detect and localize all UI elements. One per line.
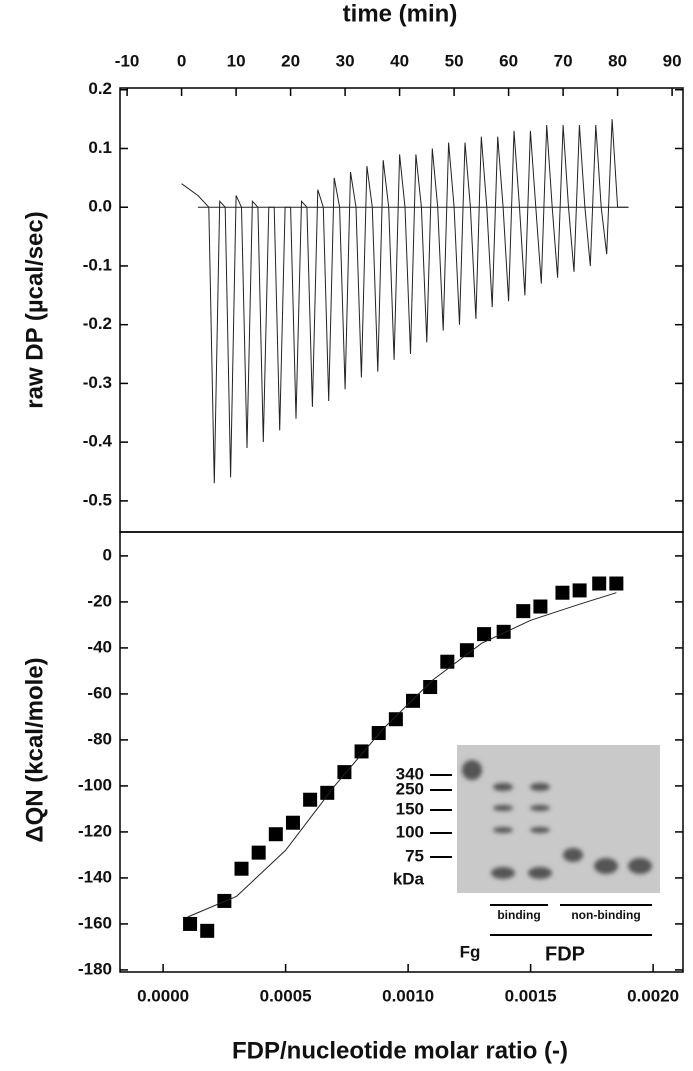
data-point — [234, 861, 249, 876]
plot-frame — [119, 87, 684, 533]
data-point — [477, 627, 492, 642]
y-tick-label: -0.5 — [83, 490, 112, 509]
data-point — [337, 765, 352, 780]
data-point — [354, 744, 369, 759]
fdp-label: FDP — [545, 943, 585, 965]
lane-label: binding — [497, 908, 540, 922]
data-line — [181, 119, 629, 484]
data-point — [200, 923, 215, 938]
data-point — [496, 624, 511, 639]
data-point — [592, 576, 607, 591]
y-tick-label: -80 — [87, 729, 112, 748]
data-point — [572, 583, 587, 598]
marker-label: 150 — [396, 799, 424, 818]
y-tick-label: -0.1 — [83, 255, 112, 274]
data-point — [268, 827, 283, 842]
data-point — [516, 604, 531, 619]
x-tick-label: 0.0000 — [137, 986, 189, 1005]
marker-label: 250 — [396, 779, 424, 798]
x-tick-label: 0 — [177, 51, 186, 70]
y-tick-label: -180 — [78, 959, 112, 978]
y-tick-label: 0.1 — [88, 138, 112, 157]
y-tick-label: -0.2 — [83, 314, 112, 333]
data-point — [609, 576, 624, 591]
y-tick-label: -140 — [78, 867, 112, 886]
lane-label: non-binding — [571, 908, 640, 922]
x-tick-label: 0.0020 — [627, 986, 679, 1005]
data-point — [285, 815, 300, 830]
unit-label: kDa — [393, 869, 425, 888]
y-tick-label: -0.3 — [83, 373, 112, 392]
data-point — [459, 643, 474, 658]
x-tick-label: 40 — [390, 51, 409, 70]
data-line — [187, 592, 617, 918]
x-tick-label: 20 — [281, 51, 300, 70]
y-tick-label: -60 — [87, 683, 112, 702]
x-tick-label: 0.0010 — [382, 986, 434, 1005]
x-tick-label: 0.0005 — [260, 986, 312, 1005]
x-tick-label: 60 — [499, 51, 518, 70]
data-point — [388, 712, 403, 727]
data-point — [555, 585, 570, 600]
x-tick-label: 80 — [608, 51, 627, 70]
x-tick-label: 90 — [663, 51, 682, 70]
plot-frame — [119, 531, 684, 973]
y-tick-label: 0.2 — [88, 79, 112, 98]
bottom-x-title: FDP/nucleotide molar ratio (-) — [232, 1037, 568, 1064]
data-point — [440, 654, 455, 669]
y-tick-label: -100 — [78, 775, 112, 794]
x-tick-label: 10 — [227, 51, 246, 70]
y-tick-label: -20 — [87, 591, 112, 610]
data-point — [251, 845, 266, 860]
x-tick-label: -10 — [115, 51, 140, 70]
y-tick-label: -0.4 — [83, 432, 113, 451]
x-tick-label: 30 — [336, 51, 355, 70]
y-tick-label: -160 — [78, 913, 112, 932]
gel-inset: 340 250 150 100 75 kDa binding non-bindi… — [393, 745, 660, 965]
marker-label: 340 — [396, 764, 424, 783]
data-point — [320, 785, 335, 800]
y-tick-label: -120 — [78, 821, 112, 840]
data-point — [183, 916, 198, 931]
x-tick-label: 50 — [445, 51, 464, 70]
marker-label: 100 — [396, 822, 424, 841]
data-point — [406, 693, 421, 708]
bottom-y-title: ΔQN (kcal/mole) — [21, 657, 48, 842]
top-x-title: time (min) — [343, 0, 458, 27]
fg-label: Fg — [460, 942, 481, 961]
data-point — [423, 680, 438, 695]
gel-bands — [462, 760, 652, 879]
data-point — [533, 599, 548, 614]
x-tick-label: 0.0015 — [505, 986, 557, 1005]
marker-label: 75 — [405, 846, 424, 865]
y-tick-label: -40 — [87, 637, 112, 656]
data-point — [303, 792, 318, 807]
x-tick-label: 70 — [554, 51, 573, 70]
y-tick-label: 0 — [103, 545, 112, 564]
gel-background — [457, 745, 660, 893]
top-y-title: raw DP (µcal/sec) — [21, 211, 48, 408]
marker-ticks — [430, 774, 652, 936]
y-tick-label: 0.0 — [88, 197, 112, 216]
